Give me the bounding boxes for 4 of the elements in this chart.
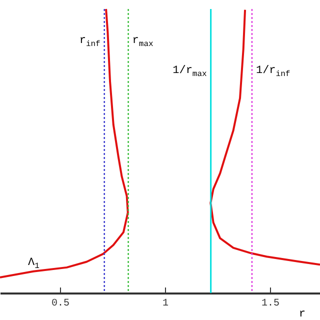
x-axis-title: r <box>298 308 306 320</box>
x-tick-label: 1.5 <box>262 298 280 310</box>
x-tick-label: 1 <box>162 298 169 310</box>
x-tick-label: 0.5 <box>52 298 70 310</box>
